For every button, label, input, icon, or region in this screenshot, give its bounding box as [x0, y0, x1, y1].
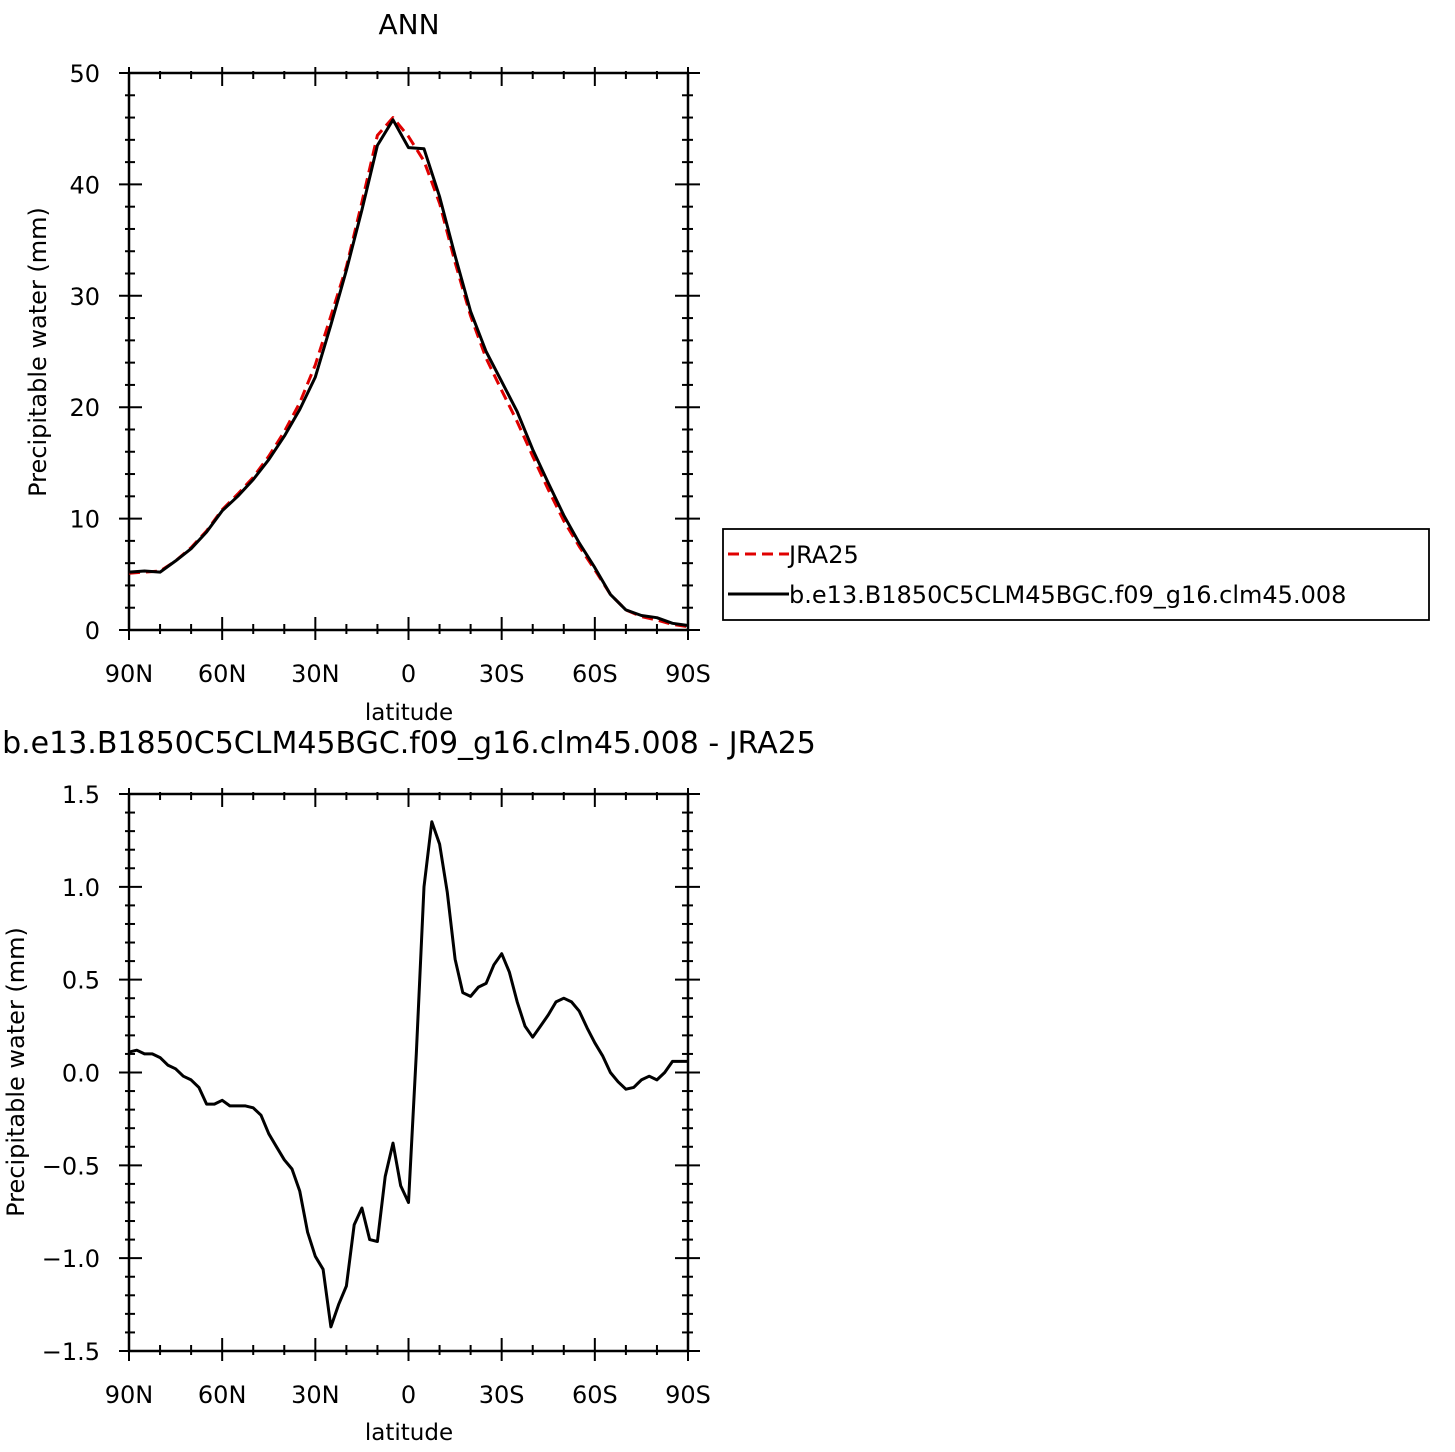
- plot-frame: [127, 71, 690, 632]
- x-tick-label: 60N: [198, 660, 247, 688]
- legend: JRA25 b.e13.B1850C5CLM45BGC.f09_g16.clm4…: [722, 528, 1430, 621]
- y-tick-label: 0: [85, 617, 100, 645]
- y-tick-label: −0.5: [42, 1152, 100, 1180]
- series-line-0: [128, 820, 688, 1329]
- y-tick-labels: 0 10 20 30 40 50: [69, 60, 100, 645]
- series-line-1: [128, 118, 689, 627]
- x-tick-label: 90N: [105, 660, 154, 688]
- x-axis-label: latitude: [365, 1420, 453, 1446]
- plot-frame: [127, 792, 690, 1353]
- series-lines: [128, 820, 688, 1329]
- x-tick-labels: 90N 60N 30N 0 30S 60S 90S: [105, 1381, 711, 1409]
- y-tick-label: 10: [69, 506, 100, 534]
- y-axis-label: Precipitable water (mm): [2, 927, 30, 1217]
- x-tick-label: 30S: [479, 1381, 525, 1409]
- difference-line-chart: b.e13.B1850C5CLM45BGC.f09_g16.clm45.008 …: [2, 726, 816, 1446]
- y-tick-label: 50: [69, 60, 100, 88]
- x-tick-label: 30S: [479, 660, 525, 688]
- difference-chart-title: b.e13.B1850C5CLM45BGC.f09_g16.clm45.008 …: [2, 726, 816, 761]
- x-tick-label: 0: [401, 660, 416, 688]
- series-line-0: [128, 116, 689, 629]
- x-tick-label: 90S: [665, 1381, 711, 1409]
- y-tick-label: 1.0: [62, 874, 100, 902]
- x-axis-label: latitude: [365, 700, 453, 726]
- x-tick-label: 30N: [291, 1381, 340, 1409]
- y-tick-label: 30: [69, 283, 100, 311]
- series-lines: [128, 116, 689, 629]
- legend-box: [722, 528, 1430, 621]
- y-tick-label: 40: [69, 171, 100, 199]
- chart-title: ANN: [378, 8, 439, 41]
- top-line-chart: ANN 90N 60N 30N 0 30S 60S 90S 0 10 20 30 40 50 lati…: [24, 8, 1430, 726]
- y-axis-label: Precipitable water (mm): [24, 207, 52, 497]
- x-tick-label: 60N: [198, 1381, 247, 1409]
- x-tick-label: 60S: [572, 1381, 618, 1409]
- y-tick-labels: −1.5 −1.0 −0.5 0.0 0.5 1.0 1.5: [42, 781, 100, 1366]
- x-tick-label: 0: [401, 1381, 416, 1409]
- y-tick-label: 0.5: [62, 967, 100, 995]
- axis-ticks: [119, 67, 700, 640]
- x-tick-label: 90S: [665, 660, 711, 688]
- x-tick-label: 60S: [572, 660, 618, 688]
- y-tick-label: 0.0: [62, 1060, 100, 1088]
- y-tick-label: −1.5: [42, 1338, 100, 1366]
- y-tick-label: 20: [69, 394, 100, 422]
- y-tick-label: 1.5: [62, 781, 100, 809]
- x-tick-label: 90N: [105, 1381, 154, 1409]
- x-tick-label: 30N: [291, 660, 340, 688]
- legend-label-jra25: JRA25: [787, 541, 859, 569]
- axis-ticks: [119, 788, 700, 1361]
- x-tick-labels: 90N 60N 30N 0 30S 60S 90S: [105, 660, 711, 688]
- y-tick-label: −1.0: [42, 1245, 100, 1273]
- legend-label-model: b.e13.B1850C5CLM45BGC.f09_g16.clm45.008: [789, 581, 1346, 609]
